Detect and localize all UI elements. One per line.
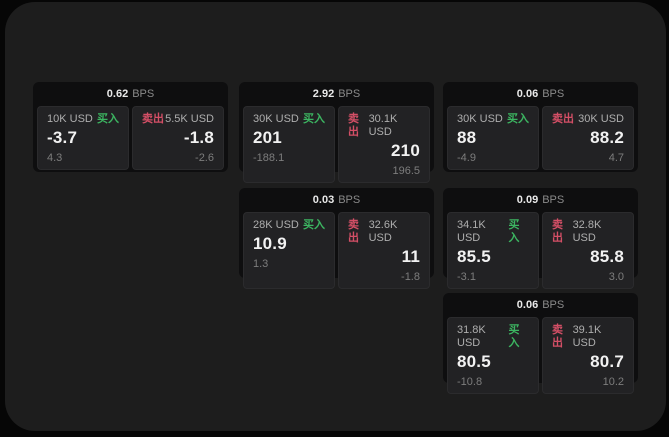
- sell-label: 卖出: [142, 113, 164, 125]
- buy-label: 买入: [303, 219, 325, 231]
- sell-panel[interactable]: 卖出 30K USD 88.2 4.7: [542, 106, 634, 170]
- quote-panels: 34.1K USD 买入 85.5 -3.1 卖出 32.8K USD 85.8…: [443, 212, 638, 293]
- bps-value: 2.92: [312, 88, 335, 100]
- sell-amount: 32.6K USD: [368, 219, 398, 244]
- buy-label: 买入: [508, 324, 520, 349]
- buy-amount: 10K USD: [47, 113, 93, 125]
- buy-price: 201: [253, 128, 282, 147]
- quote-card-5: 0.09 BPS 34.1K USD 买入 85.5 -3.1 卖出 32.8K…: [443, 188, 638, 289]
- bps-unit-label: BPS: [542, 88, 565, 100]
- buy-change: 1.3: [253, 258, 269, 270]
- bps-value: 0.62: [106, 88, 129, 100]
- sell-change: -1.8: [401, 271, 420, 283]
- sell-label: 卖出: [552, 324, 563, 349]
- buy-label: 买入: [508, 219, 520, 244]
- sell-amount: 32.8K USD: [572, 219, 602, 244]
- bps-unit-label: BPS: [338, 194, 361, 206]
- quote-panels: 10K USD 买入 -3.7 4.3 卖出 5.5K USD -1.8 -2.…: [33, 106, 228, 174]
- buy-change: -10.8: [457, 376, 483, 388]
- bps-unit-label: BPS: [542, 194, 565, 206]
- buy-amount: 34.1K USD: [457, 219, 486, 244]
- quote-card-4: 0.03 BPS 28K USD 买入 10.9 1.3 卖出 32.6K US…: [239, 188, 434, 289]
- sell-change: 10.2: [602, 376, 624, 388]
- quote-panels: 31.8K USD 买入 80.5 -10.8 卖出 39.1K USD 80.…: [443, 317, 638, 398]
- card-header: 0.62 BPS: [33, 82, 228, 106]
- sell-price: 80.7: [590, 352, 624, 371]
- buy-panel[interactable]: 10K USD 买入 -3.7 4.3: [37, 106, 129, 170]
- sell-price: 210: [391, 141, 420, 160]
- sell-price: 11: [401, 247, 420, 266]
- quote-panels: 28K USD 买入 10.9 1.3 卖出 32.6K USD 11 -1.8: [239, 212, 434, 293]
- bps-value: 0.06: [516, 88, 539, 100]
- sell-price: 88.2: [590, 128, 624, 147]
- bps-value: 0.03: [312, 194, 335, 206]
- card-header: 0.06 BPS: [443, 82, 638, 106]
- buy-price: -3.7: [47, 128, 78, 147]
- buy-panel[interactable]: 30K USD 买入 201 -188.1: [243, 106, 335, 183]
- card-header: 0.03 BPS: [239, 188, 434, 212]
- quote-card-1: 0.62 BPS 10K USD 买入 -3.7 4.3 卖出 5.5K USD…: [33, 82, 228, 172]
- bps-unit-label: BPS: [338, 88, 361, 100]
- sell-amount: 30.1K USD: [368, 113, 398, 138]
- sell-amount: 30K USD: [578, 113, 624, 125]
- sell-label: 卖出: [348, 113, 359, 138]
- bps-unit-label: BPS: [542, 299, 565, 311]
- buy-amount: 31.8K USD: [457, 324, 486, 349]
- sell-change: 3.0: [608, 271, 624, 283]
- buy-price: 80.5: [457, 352, 491, 371]
- card-header: 0.09 BPS: [443, 188, 638, 212]
- sell-panel[interactable]: 卖出 32.6K USD 11 -1.8: [338, 212, 430, 289]
- sell-change: -2.6: [195, 152, 214, 164]
- quote-card-2: 2.92 BPS 30K USD 买入 201 -188.1 卖出 30.1K …: [239, 82, 434, 183]
- buy-price: 10.9: [253, 234, 287, 253]
- buy-change: -3.1: [457, 271, 476, 283]
- bps-unit-label: BPS: [132, 88, 155, 100]
- quote-panels: 30K USD 买入 201 -188.1 卖出 30.1K USD 210 1…: [239, 106, 434, 187]
- sell-label: 卖出: [552, 219, 563, 244]
- sell-change: 196.5: [392, 165, 420, 177]
- card-header: 2.92 BPS: [239, 82, 434, 106]
- sell-label: 卖出: [348, 219, 359, 244]
- buy-panel[interactable]: 30K USD 买入 88 -4.9: [447, 106, 539, 170]
- buy-amount: 28K USD: [253, 219, 299, 231]
- sell-panel[interactable]: 卖出 30.1K USD 210 196.5: [338, 106, 430, 183]
- quote-panels: 30K USD 买入 88 -4.9 卖出 30K USD 88.2 4.7: [443, 106, 638, 174]
- sell-amount: 39.1K USD: [572, 324, 602, 349]
- buy-label: 买入: [303, 113, 325, 125]
- sell-price: -1.8: [183, 128, 214, 147]
- card-header: 0.06 BPS: [443, 293, 638, 317]
- buy-label: 买入: [97, 113, 119, 125]
- buy-amount: 30K USD: [253, 113, 299, 125]
- buy-amount: 30K USD: [457, 113, 503, 125]
- bps-value: 0.06: [516, 299, 539, 311]
- quote-card-3: 0.06 BPS 30K USD 买入 88 -4.9 卖出 30K USD 8…: [443, 82, 638, 172]
- quote-card-6: 0.06 BPS 31.8K USD 买入 80.5 -10.8 卖出 39.1…: [443, 293, 638, 394]
- sell-panel[interactable]: 卖出 32.8K USD 85.8 3.0: [542, 212, 634, 289]
- buy-label: 买入: [507, 113, 529, 125]
- buy-panel[interactable]: 31.8K USD 买入 80.5 -10.8: [447, 317, 539, 394]
- buy-price: 88: [457, 128, 477, 147]
- buy-change: 4.3: [47, 152, 63, 164]
- buy-panel[interactable]: 34.1K USD 买入 85.5 -3.1: [447, 212, 539, 289]
- sell-price: 85.8: [590, 247, 624, 266]
- sell-panel[interactable]: 卖出 39.1K USD 80.7 10.2: [542, 317, 634, 394]
- buy-change: -188.1: [253, 152, 285, 164]
- sell-change: 4.7: [608, 152, 624, 164]
- sell-label: 卖出: [552, 113, 574, 125]
- buy-panel[interactable]: 28K USD 买入 10.9 1.3: [243, 212, 335, 289]
- buy-change: -4.9: [457, 152, 476, 164]
- buy-price: 85.5: [457, 247, 491, 266]
- bps-value: 0.09: [516, 194, 539, 206]
- sell-amount: 5.5K USD: [165, 113, 214, 125]
- sell-panel[interactable]: 卖出 5.5K USD -1.8 -2.6: [132, 106, 224, 170]
